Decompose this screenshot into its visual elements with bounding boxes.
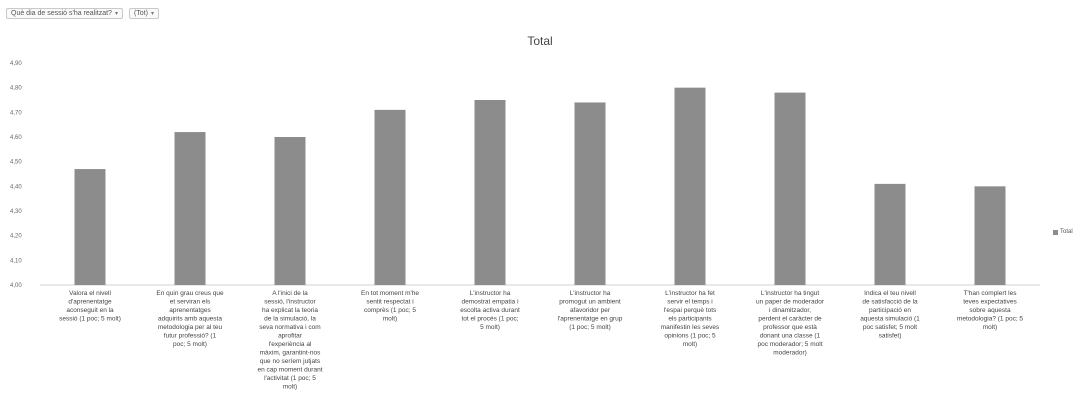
chart-title: Total [527, 34, 553, 48]
bar [874, 183, 906, 285]
x-tick-label: L'instructor ha tingut un paper de modera… [756, 290, 825, 357]
x-tick-label: En quin grau creus que et serviran els apr… [156, 290, 224, 348]
bar [374, 109, 406, 285]
legend-label: Total [1060, 229, 1073, 235]
legend: Total [1053, 229, 1073, 235]
y-tick-label: 4,50 [10, 160, 22, 166]
bar [974, 186, 1006, 285]
x-tick-label: Indica el teu nivell de satisfacció de la… [860, 290, 920, 340]
x-tick-label: T'han complert les teves expectatives sobr… [957, 290, 1024, 331]
bar [674, 87, 706, 286]
x-tick-label: A l'inici de la sessió, l'instructor ha ex… [257, 290, 322, 391]
filter-bar: Què dia de sessió s'ha realitzat? ▾ (Tot… [6, 8, 159, 19]
session-day-filter-label: Què dia de sessió s'ha realitzat? [11, 10, 112, 17]
y-tick-label: 4,00 [10, 283, 22, 289]
y-tick-label: 4,70 [10, 110, 22, 116]
bar [174, 132, 206, 285]
x-tick-label: L'instructor ha fet servir el temps i l'es… [661, 290, 720, 348]
y-tick-label: 4,40 [10, 184, 22, 190]
y-tick-label: 4,20 [10, 234, 22, 240]
y-tick-label: 4,60 [10, 135, 22, 141]
x-tick-label: En tot moment m'he sentit respectat i comp… [361, 290, 419, 323]
y-tick-label: 4,90 [10, 61, 22, 67]
x-tick-label: Valora el nivell d'aprenentatge aconseguit… [59, 290, 121, 323]
session-day-filter[interactable]: Què dia de sessió s'ha realitzat? ▾ [6, 8, 123, 19]
chevron-down-icon: ▾ [150, 11, 154, 17]
y-tick-label: 4,80 [10, 86, 22, 92]
y-tick-label: 4,10 [10, 258, 22, 264]
chevron-down-icon: ▾ [114, 11, 118, 17]
legend-swatch [1053, 229, 1058, 235]
bar [574, 102, 606, 285]
value-filter[interactable]: (Tot) ▾ [128, 8, 159, 19]
x-tick-label: L'instructor ha demostrat empatia i escolt… [460, 290, 520, 331]
bar [474, 100, 506, 285]
bar [74, 169, 106, 285]
y-tick-label: 4,30 [10, 209, 22, 215]
bar [774, 92, 806, 285]
value-filter-label: (Tot) [133, 10, 148, 17]
x-tick-label: L'instructor ha promogut un ambient afavor… [558, 290, 623, 331]
bar [274, 137, 306, 285]
